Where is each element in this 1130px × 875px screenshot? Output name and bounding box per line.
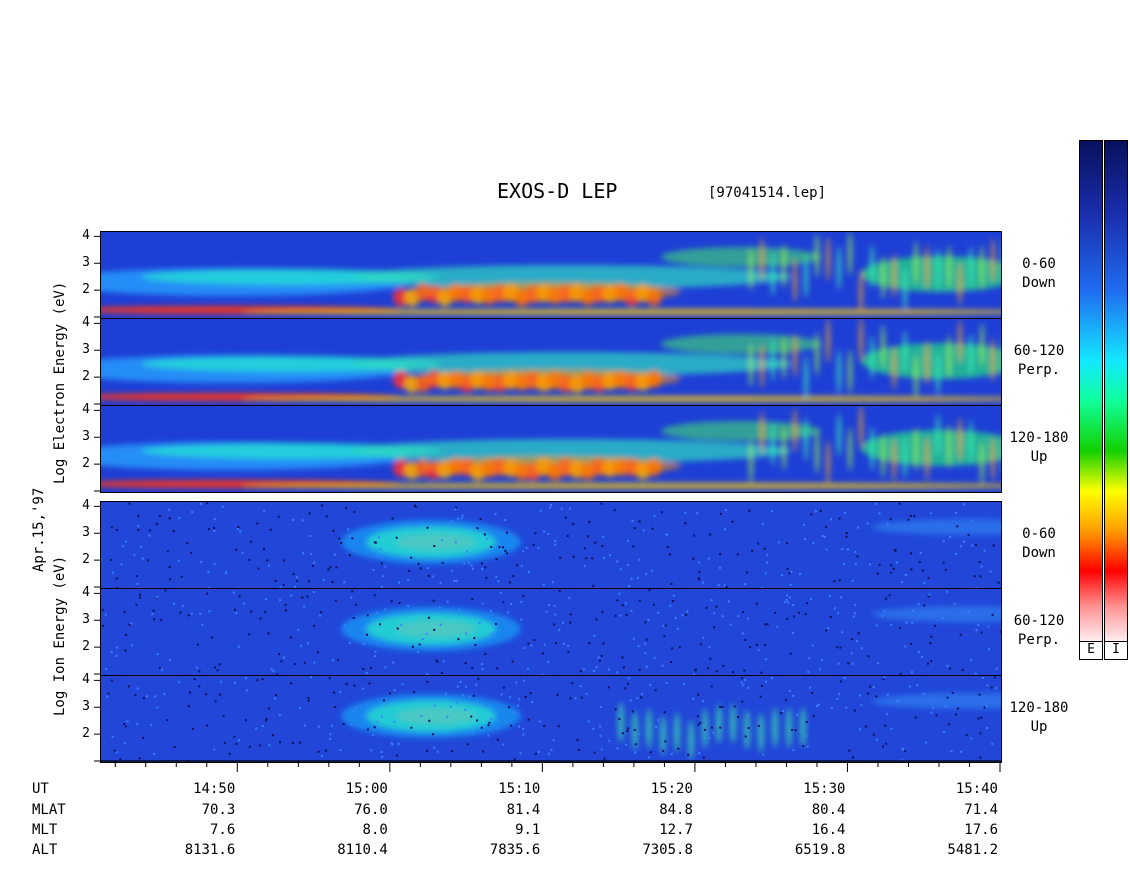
ephemeris-cell: 16.4 (811, 822, 846, 838)
pitch-angle-label: 0-60 (1022, 526, 1056, 542)
y-tick-label: 4 (82, 498, 90, 514)
panel-label-2: 60-120 Perp. (1004, 342, 1074, 380)
ephemeris-cell: 9.1 (515, 822, 541, 838)
y-tick-label: 2 (82, 639, 90, 655)
ephemeris-cell: 6519.8 (794, 842, 846, 858)
ephemeris-cell: 8110.4 (337, 842, 388, 858)
spectrogram-panel-6 (100, 675, 1002, 763)
ephemeris-cell: 7835.6 (489, 842, 541, 858)
direction-label: Up (1030, 449, 1048, 465)
x-axis (100, 760, 1001, 772)
spectrogram-panel-5 (100, 588, 1002, 676)
ion-colorbar-label: I (1104, 641, 1128, 660)
panel-label-3: 120-180 Up (1004, 429, 1074, 467)
panel-label-5: 60-120 Perp. (1004, 612, 1074, 650)
ephemeris-row-label: UT (32, 781, 49, 797)
y-tick-label: 2 (82, 552, 90, 568)
chart-title: EXOS-D LEP (497, 179, 618, 203)
spectrogram-panel-2 (100, 318, 1002, 406)
y-tick-label: 2 (82, 282, 90, 298)
ephemeris-cell: 8131.6 (184, 842, 236, 858)
y-tick-label: 3 (82, 429, 90, 445)
ephemeris-cell: 81.4 (506, 802, 541, 818)
y-tick-label: 3 (82, 342, 90, 358)
left-axis-ticks (94, 235, 101, 762)
ephemeris-cell: 14:50 (193, 781, 236, 797)
ephemeris-cell: 70.3 (201, 802, 236, 818)
ephemeris-cell: 8.0 (362, 822, 388, 838)
y-tick-label: 4 (82, 228, 90, 244)
ephemeris-cell: 15:40 (955, 781, 998, 797)
y-tick-label: 2 (82, 726, 90, 742)
ephemeris-cell: 15:00 (345, 781, 388, 797)
ephemeris-cell: 17.6 (964, 822, 998, 838)
ephemeris-cell: 15:20 (650, 781, 693, 797)
ephemeris-cell: 84.8 (659, 802, 693, 818)
direction-label: Perp. (1017, 632, 1061, 648)
y-tick-label: 4 (82, 402, 90, 418)
y-tick-label: 3 (82, 255, 90, 271)
y-tick-label: 2 (82, 456, 90, 472)
panel-label-1: 0-60 Down (1004, 255, 1074, 293)
y-tick-label: 3 (82, 525, 90, 541)
pitch-angle-label: 120-180 (1009, 700, 1069, 716)
spectrogram-panel-3 (100, 405, 1002, 493)
pitch-angle-label: 60-120 (1013, 343, 1065, 359)
ephemeris-row-label: MLAT (32, 802, 66, 818)
electron-colorbar-label: E (1079, 641, 1103, 660)
y-tick-label: 4 (82, 672, 90, 688)
ephemeris-cell: 12.7 (659, 822, 693, 838)
direction-label: Up (1030, 719, 1048, 735)
ephemeris-row-label: MLT (32, 822, 58, 838)
direction-label: Down (1022, 545, 1056, 561)
ephemeris-cell: 76.0 (354, 802, 388, 818)
spectrogram-panel-1 (100, 231, 1002, 319)
ephemeris-cell: 15:10 (498, 781, 541, 797)
ion-axis-label: Log Ion Energy (eV) (52, 555, 68, 716)
ephemeris-row-label: ALT (32, 842, 58, 858)
direction-label: Down (1022, 275, 1056, 291)
ephemeris-cell: 71.4 (964, 802, 998, 818)
ephemeris-cell: 7305.8 (642, 842, 693, 858)
electron-axis-label: Log Electron Energy (eV) (52, 281, 68, 484)
direction-label: Perp. (1017, 362, 1061, 378)
electron-colorbar (1079, 140, 1103, 642)
panel-label-4: 0-60 Down (1004, 525, 1074, 563)
panel-label-6: 120-180 Up (1004, 699, 1074, 737)
y-tick-label: 3 (82, 699, 90, 715)
y-tick-label: 4 (82, 315, 90, 331)
pitch-angle-label: 0-60 (1022, 256, 1056, 272)
ephemeris-cell: 15:30 (803, 781, 846, 797)
ephemeris-cell: 7.6 (209, 822, 236, 838)
date-label: Apr.15,'97 (31, 487, 47, 572)
spectrogram-panel-4 (100, 501, 1002, 589)
y-tick-label: 2 (82, 369, 90, 385)
ephemeris-cell: 80.4 (811, 802, 846, 818)
ephemeris-cell: 5481.2 (947, 842, 998, 858)
file-name: [97041514.lep] (708, 185, 827, 201)
pitch-angle-label: 60-120 (1013, 613, 1065, 629)
pitch-angle-label: 120-180 (1009, 430, 1069, 446)
ion-colorbar (1104, 140, 1128, 642)
y-tick-label: 3 (82, 612, 90, 628)
y-tick-label: 4 (82, 585, 90, 601)
